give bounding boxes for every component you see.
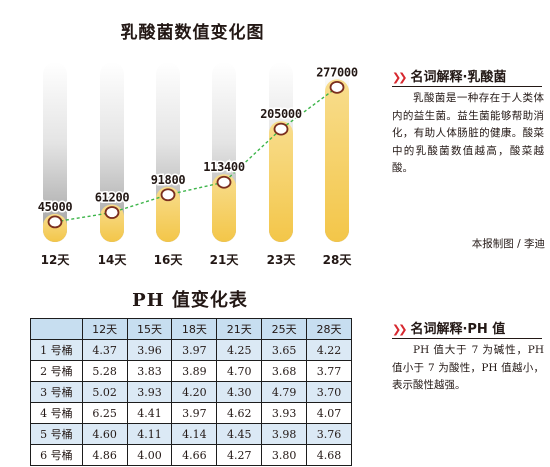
- column-header: 21天: [216, 318, 263, 340]
- table-cell: 4.45: [216, 423, 263, 445]
- table-cell: 3.80: [261, 444, 308, 466]
- lactobacillus-heading-text: 名词解释·乳酸菌: [410, 70, 507, 85]
- table-cell: 4.37: [81, 339, 128, 361]
- column-header: 28天: [306, 318, 352, 340]
- column-header: 18天: [171, 318, 218, 340]
- table-cell: 3.83: [126, 360, 173, 382]
- table-cell: 5.28: [81, 360, 128, 382]
- row-label: 2 号桶: [30, 360, 83, 382]
- data-point: [273, 122, 289, 136]
- data-point: [47, 215, 63, 229]
- data-point: [160, 188, 176, 202]
- x-tick-label: 21天: [210, 253, 240, 267]
- table-cell: 4.68: [306, 444, 352, 466]
- ph-heading: ❯❯ 名词解释·PH 值: [392, 318, 542, 337]
- table-cell: 3.97: [171, 339, 218, 361]
- table-cell: 4.25: [216, 339, 263, 361]
- data-point: [216, 175, 232, 189]
- row-label: 4 号桶: [30, 402, 83, 424]
- row-label: 6 号桶: [30, 444, 83, 466]
- table-row: 2 号桶 5.28 3.83 3.89 4.70 3.68 3.77: [30, 360, 352, 382]
- table-cell: 3.68: [261, 360, 308, 382]
- table-row: 4 号桶 6.25 4.41 3.97 4.62 3.93 4.07: [30, 402, 352, 424]
- table-cell: 6.25: [81, 402, 128, 424]
- table-cell: 4.86: [81, 444, 128, 466]
- chart-title: 乳酸菌数值变化图: [120, 23, 265, 43]
- ph-description: PH 值大于 7 为碱性，PH 值小于 7 为酸性，PH 值越小，表示酸性越强。: [392, 344, 544, 391]
- table-cell: 3.76: [306, 423, 352, 445]
- table-cell: 4.66: [171, 444, 218, 466]
- chart-credit: 本报制图 / 李迪: [471, 238, 545, 250]
- column-header: 12天: [81, 318, 128, 340]
- table-cell: 3.65: [261, 339, 308, 361]
- table-cell: 3.70: [306, 381, 352, 403]
- table-cell: 3.97: [171, 402, 218, 424]
- row-label: 3 号桶: [30, 381, 83, 403]
- table-row: 5 号桶 4.60 4.11 4.14 4.45 3.98 3.76: [30, 423, 352, 445]
- column-header: 25天: [261, 318, 308, 340]
- table-cell: 4.70: [216, 360, 263, 382]
- bar: [269, 121, 293, 242]
- row-label: 5 号桶: [30, 423, 83, 445]
- table-cell: 4.62: [216, 402, 263, 424]
- table-cell: 3.77: [306, 360, 352, 382]
- background-column: [100, 62, 124, 242]
- table-cell: 4.27: [216, 444, 263, 466]
- table-cell: 4.07: [306, 402, 352, 424]
- table-cell: 4.14: [171, 423, 218, 445]
- table-cell: 3.96: [126, 339, 173, 361]
- data-label: 61200: [95, 191, 130, 205]
- divider: [392, 338, 542, 339]
- table-header-row: 12天 15天 18天 21天 25天 28天: [30, 318, 352, 340]
- x-tick-label: 16天: [154, 253, 184, 267]
- table-row: 6 号桶 4.86 4.00 4.66 4.27 3.80 4.68: [30, 444, 352, 466]
- data-point: [329, 80, 345, 94]
- table-cell: 3.98: [261, 423, 308, 445]
- x-tick-label: 12天: [41, 253, 71, 267]
- x-tick-label: 28天: [323, 253, 353, 267]
- row-label: 1 号桶: [30, 339, 83, 361]
- double-chevron-icon: ❯❯: [392, 71, 408, 84]
- column-header: [30, 318, 83, 340]
- table-cell: 4.20: [171, 381, 218, 403]
- table-row: 1 号桶 4.37 3.96 3.97 4.25 3.65 4.22: [30, 339, 352, 361]
- table-cell: 4.11: [126, 423, 173, 445]
- double-chevron-icon: ❯❯: [392, 323, 408, 336]
- ph-table-title: PH 值变化表: [132, 290, 248, 311]
- divider: [392, 86, 542, 87]
- table-cell: 4.22: [306, 339, 352, 361]
- bar: [212, 174, 236, 242]
- series-line: [54, 86, 338, 223]
- lactobacillus-description: 乳酸菌是一种存在于人类体内的益生菌。益生菌能够帮助消化，有助人体肠脏的健康。酸菜…: [392, 92, 544, 174]
- table-cell: 3.93: [261, 402, 308, 424]
- x-tick-label: 23天: [267, 253, 297, 267]
- background-column: [43, 62, 67, 242]
- table-cell: 5.02: [81, 381, 128, 403]
- table-cell: 4.60: [81, 423, 128, 445]
- table-cell: 3.89: [171, 360, 218, 382]
- data-label: 113400: [203, 160, 245, 174]
- table-cell: 4.30: [216, 381, 263, 403]
- table-cell: 4.00: [126, 444, 173, 466]
- lactobacillus-heading: ❯❯ 名词解释·乳酸菌: [392, 66, 542, 85]
- x-tick-label: 14天: [98, 253, 128, 267]
- table-cell: 4.79: [261, 381, 308, 403]
- data-label: 205000: [260, 107, 302, 121]
- table-row: 3 号桶 5.02 3.93 4.20 4.30 4.79 3.70: [30, 381, 352, 403]
- table-cell: 4.41: [126, 402, 173, 424]
- lactobacillus-chart: 45000 61200 91800 113400 205000 277000 12天 14天…: [36, 62, 360, 267]
- table-cell: 3.93: [126, 381, 173, 403]
- bar: [325, 79, 349, 242]
- data-label: 277000: [316, 65, 358, 79]
- bar: [156, 186, 180, 242]
- column-header: 15天: [126, 318, 173, 340]
- data-point: [104, 206, 120, 219]
- ph-heading-text: 名词解释·PH 值: [410, 322, 506, 337]
- data-label: 45000: [38, 200, 73, 214]
- ph-table: 12天 15天 18天 21天 25天 28天 1 号桶 4.37 3.96 3.97 4.25 3…: [30, 318, 352, 466]
- data-label: 91800: [151, 173, 186, 187]
